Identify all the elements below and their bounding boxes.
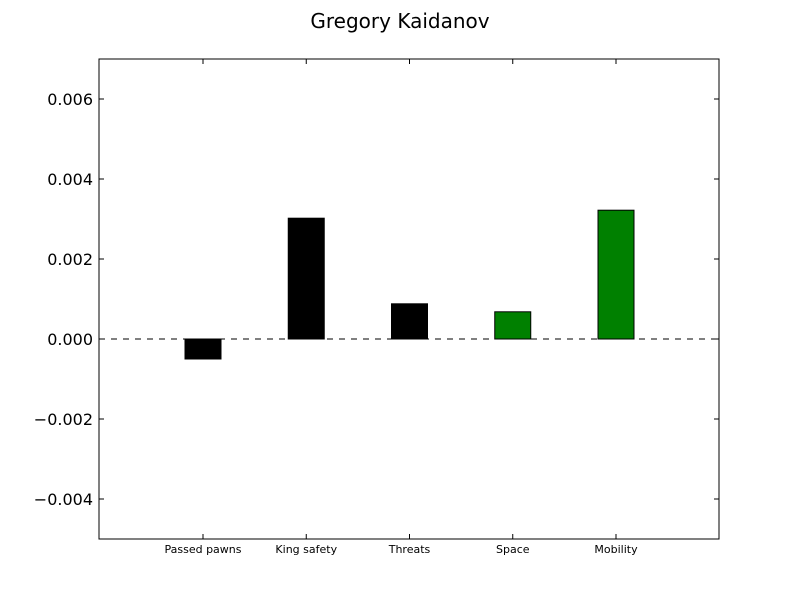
chart-title: Gregory Kaidanov — [310, 9, 489, 33]
ytick-label: 0.006 — [47, 90, 93, 109]
bar-passed-pawns — [184, 338, 222, 360]
xtick-label: Mobility — [594, 543, 638, 556]
xtick-label: Space — [496, 543, 530, 556]
ytick-label: 0.002 — [47, 250, 93, 269]
xtick-label: Passed pawns — [164, 543, 241, 556]
bar-mobility — [597, 209, 635, 340]
ytick-label: −0.004 — [34, 490, 93, 509]
plot-area: −0.004 −0.002 0.000 0.002 0.004 0.006 Passed p… — [34, 58, 720, 556]
ytick-label: −0.002 — [34, 410, 93, 429]
bar-threats — [391, 303, 428, 340]
xtick-label: Threats — [388, 543, 431, 556]
bar-space — [494, 311, 532, 340]
bar-king-safety — [287, 217, 325, 340]
xtick-label: King safety — [275, 543, 337, 556]
ytick-label: 0.000 — [47, 330, 93, 349]
ytick-label: 0.004 — [47, 170, 93, 189]
